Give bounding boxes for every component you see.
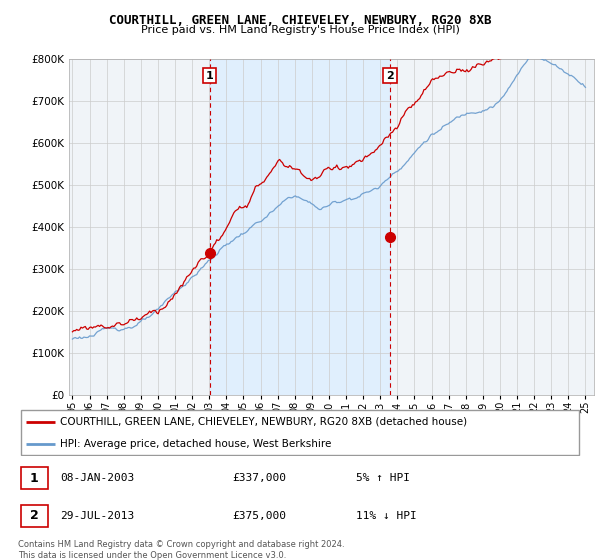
Bar bbox=[21, 467, 48, 489]
Text: Contains HM Land Registry data © Crown copyright and database right 2024.
This d: Contains HM Land Registry data © Crown c… bbox=[18, 540, 344, 560]
Text: 29-JUL-2013: 29-JUL-2013 bbox=[60, 511, 134, 521]
Text: 11% ↓ HPI: 11% ↓ HPI bbox=[356, 511, 417, 521]
Text: COURTHILL, GREEN LANE, CHIEVELEY, NEWBURY, RG20 8XB (detached house): COURTHILL, GREEN LANE, CHIEVELEY, NEWBUR… bbox=[60, 417, 467, 427]
Bar bbox=[210, 59, 390, 395]
Text: 2: 2 bbox=[386, 71, 394, 81]
Text: Price paid vs. HM Land Registry's House Price Index (HPI): Price paid vs. HM Land Registry's House … bbox=[140, 25, 460, 35]
Text: HPI: Average price, detached house, West Berkshire: HPI: Average price, detached house, West… bbox=[60, 438, 332, 449]
Text: 1: 1 bbox=[206, 71, 214, 81]
FancyBboxPatch shape bbox=[21, 410, 579, 455]
Text: 2: 2 bbox=[30, 510, 39, 522]
Text: £337,000: £337,000 bbox=[232, 473, 286, 483]
Text: 1: 1 bbox=[30, 472, 39, 484]
Bar bbox=[21, 505, 48, 528]
Text: 08-JAN-2003: 08-JAN-2003 bbox=[60, 473, 134, 483]
Text: 5% ↑ HPI: 5% ↑ HPI bbox=[356, 473, 410, 483]
Text: £375,000: £375,000 bbox=[232, 511, 286, 521]
Text: COURTHILL, GREEN LANE, CHIEVELEY, NEWBURY, RG20 8XB: COURTHILL, GREEN LANE, CHIEVELEY, NEWBUR… bbox=[109, 14, 491, 27]
